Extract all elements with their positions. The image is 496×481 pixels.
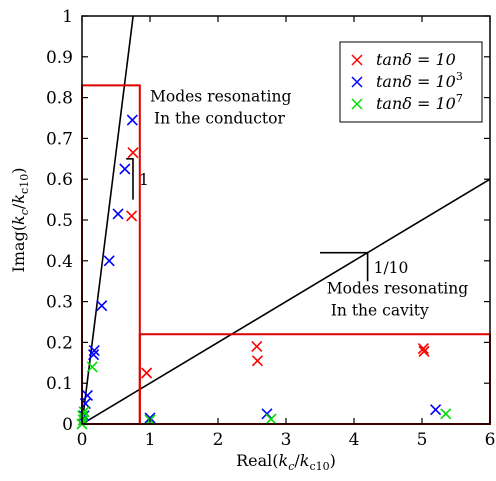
annotation-1-line-1: Modes resonating xyxy=(150,88,291,106)
y-tick-label: 0.1 xyxy=(46,374,73,394)
legend-marker-1 xyxy=(351,54,363,66)
data-point-s1-5 xyxy=(251,355,264,367)
data-point-s3-7 xyxy=(265,413,277,425)
slope-label-2: 1/10 xyxy=(374,259,409,277)
x-tick-label: 5 xyxy=(417,430,428,450)
data-point-s2-4 xyxy=(103,255,115,267)
data-point-s2-3 xyxy=(112,208,124,220)
reference-line-2 xyxy=(82,178,490,424)
legend-label-1: tanδ = 10 xyxy=(376,50,456,69)
annotation-2-line-2: In the cavity xyxy=(331,301,429,319)
data-point-s2-6 xyxy=(88,344,100,357)
annotation-2-line-1: Modes resonating xyxy=(327,279,468,297)
data-point-s2-8 xyxy=(81,389,94,402)
legend-marker-2 xyxy=(351,76,363,88)
y-axis-title: Imag(kc/kc10) xyxy=(9,168,31,273)
annotation-1-line-2: In the conductor xyxy=(154,110,285,128)
data-point-s2-11 xyxy=(144,412,156,424)
y-tick-label: 0.3 xyxy=(46,293,73,313)
data-point-s1-6 xyxy=(417,342,429,355)
data-point-s1-2 xyxy=(126,210,138,222)
slope-label-1: 1 xyxy=(139,171,149,189)
data-point-s2-1 xyxy=(126,114,138,126)
data-point-s1-1 xyxy=(127,147,139,159)
legend-marker-3 xyxy=(351,98,363,110)
data-point-s2-12 xyxy=(261,408,273,420)
x-axis-title: Real(kc/kc10) xyxy=(236,451,336,473)
x-tick-label: 0 xyxy=(77,430,88,450)
data-point-s1-4 xyxy=(251,340,263,353)
reference-line-1 xyxy=(82,16,134,424)
x-tick-label: 2 xyxy=(213,430,224,450)
y-tick-label: 0.4 xyxy=(46,252,73,272)
data-point-s2-7 xyxy=(87,349,100,361)
data-point-s2-5 xyxy=(96,300,108,312)
data-point-s3-1 xyxy=(86,361,98,373)
highlight-box-1 xyxy=(81,84,141,426)
x-tick-label: 1 xyxy=(145,430,156,450)
slope-triangle-1 xyxy=(126,158,134,200)
data-point-s2-10 xyxy=(78,410,90,422)
y-tick-label: 0.2 xyxy=(46,333,73,353)
legend-label-2: tanδ = 103 xyxy=(376,70,463,91)
y-tick-label: 0.9 xyxy=(46,48,73,68)
data-point-s2-2 xyxy=(119,163,131,175)
data-point-s3-8 xyxy=(440,408,452,420)
data-point-s1-3 xyxy=(141,367,153,379)
y-tick-label: 0.6 xyxy=(46,170,73,190)
y-tick-label: 1 xyxy=(62,7,73,27)
x-tick-label: 3 xyxy=(281,430,292,450)
y-tick-label: 0.5 xyxy=(46,211,73,231)
x-tick-label: 4 xyxy=(349,430,360,450)
y-tick-label: 0.8 xyxy=(46,89,73,109)
legend-label-3: tanδ = 107 xyxy=(376,92,463,113)
slope-triangle-2 xyxy=(320,251,369,282)
data-point-s2-13 xyxy=(430,404,442,416)
y-tick-label: 0.7 xyxy=(46,129,73,149)
data-point-s1-7 xyxy=(418,345,430,357)
legend-box xyxy=(339,41,483,123)
x-tick-label: 6 xyxy=(485,430,496,450)
y-tick-label: 0 xyxy=(62,415,73,435)
